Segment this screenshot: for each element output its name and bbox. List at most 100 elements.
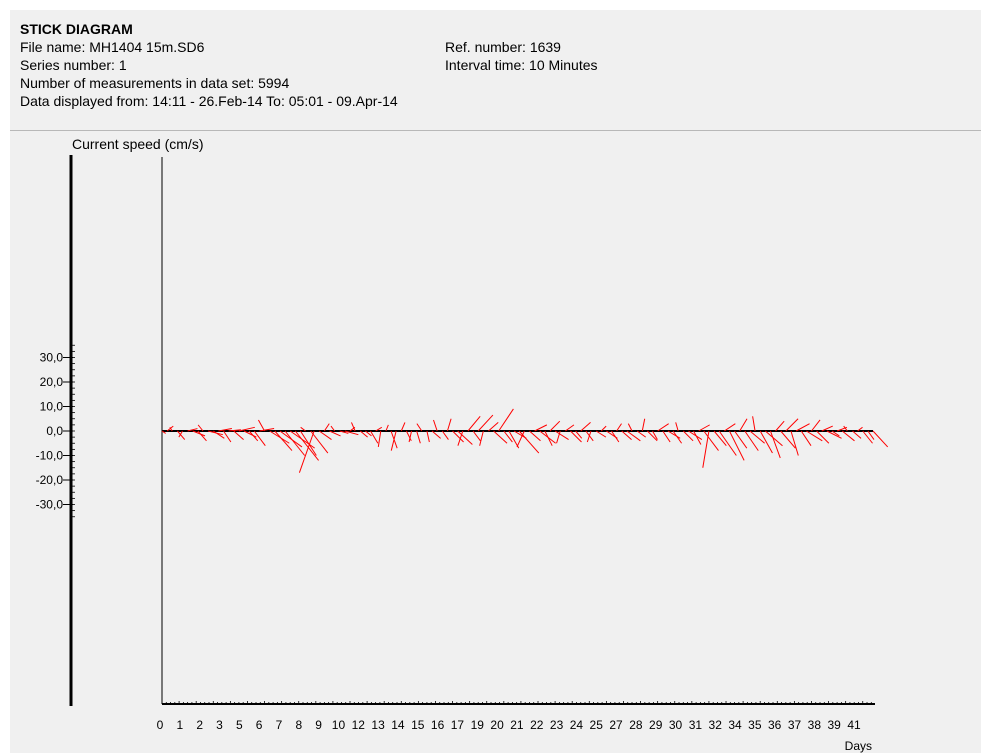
x-tick-label: 1 (176, 718, 183, 732)
current-stick (377, 430, 382, 448)
current-stick (627, 423, 633, 432)
current-stick (446, 418, 452, 432)
current-stick (472, 430, 481, 442)
measurements-count-label: Number of measurements in data set: 5994 (20, 75, 290, 91)
current-stick (769, 430, 781, 459)
display-range-label: Data displayed from: 14:11 - 26.Feb-14 T… (20, 93, 398, 109)
current-stick (300, 430, 317, 456)
y-tick-label: 30,0 (40, 351, 64, 365)
x-tick-label: 27 (609, 718, 623, 732)
current-stick (330, 425, 336, 432)
current-stick (565, 424, 575, 432)
chart-title: STICK DIAGRAM (20, 21, 133, 37)
current-stick (300, 426, 306, 432)
current-stick (739, 418, 748, 432)
x-tick-label: 34 (728, 718, 742, 732)
x-tick-label: 19 (471, 718, 485, 732)
current-stick (405, 430, 412, 442)
x-tick-label: 39 (827, 718, 841, 732)
y-axis-title: Current speed (cm/s) (72, 136, 203, 152)
current-stick (253, 430, 266, 447)
current-stick (274, 430, 293, 451)
current-stick (479, 430, 484, 446)
current-stick (713, 430, 727, 447)
current-stick (431, 430, 441, 439)
current-stick (233, 430, 244, 440)
current-stick (703, 430, 719, 451)
x-tick-label: 32 (709, 718, 723, 732)
current-stick (534, 424, 548, 432)
current-stick (238, 426, 255, 432)
current-stick (831, 430, 840, 437)
current-stick (688, 430, 703, 440)
current-stick (718, 430, 737, 456)
current-stick (344, 430, 359, 436)
current-stick (365, 430, 372, 437)
x-tick-label: 31 (689, 718, 703, 732)
current-stick (790, 430, 799, 456)
current-stick (441, 430, 449, 440)
x-tick-label: 22 (530, 718, 544, 732)
current-stick (780, 430, 796, 449)
current-stick (433, 419, 438, 432)
current-stick (785, 418, 799, 432)
current-stick (259, 428, 275, 432)
current-stick (693, 430, 702, 445)
current-stick (816, 430, 830, 444)
x-tick-label: 38 (808, 718, 822, 732)
current-stick (826, 430, 842, 439)
current-stick (580, 422, 591, 432)
current-stick (698, 424, 710, 432)
current-stick (728, 430, 745, 461)
x-tick-label: 25 (590, 718, 604, 732)
x-tick-label: 5 (236, 718, 243, 732)
x-tick-label: 23 (550, 718, 564, 732)
x-tick-label: 30 (669, 718, 683, 732)
current-stick (416, 430, 421, 444)
y-tick-label: 0,0 (46, 424, 63, 438)
current-stick (416, 423, 423, 432)
current-stick (843, 425, 848, 432)
x-tick-label: 10 (332, 718, 346, 732)
file-name-label: File name: MH1404 15m.SD6 (20, 39, 205, 55)
y-tick-label: 10,0 (40, 400, 64, 414)
current-stick (652, 430, 658, 440)
x-tick-label: 15 (411, 718, 425, 732)
current-stick (298, 430, 315, 473)
x-axis-title: Days (845, 739, 872, 753)
x-tick-label: 20 (490, 718, 504, 732)
chart-frame: STICK DIAGRAM File name: MH1404 15m.SD6 … (10, 10, 981, 753)
current-stick (675, 422, 679, 432)
current-stick (477, 414, 494, 432)
current-stick (575, 430, 583, 439)
current-stick (682, 430, 694, 442)
y-tick-label: -30,0 (36, 498, 64, 512)
current-stick (457, 430, 473, 445)
x-tick-label: 12 (352, 718, 366, 732)
current-stick (248, 430, 259, 442)
current-stick (636, 430, 647, 438)
current-stick (284, 430, 306, 456)
x-tick-label: 0 (157, 718, 164, 732)
x-tick-label: 36 (768, 718, 782, 732)
current-stick (310, 430, 329, 454)
header-divider (10, 130, 981, 131)
current-stick (223, 430, 232, 443)
current-stick (359, 430, 368, 438)
current-stick (600, 425, 607, 432)
x-tick-label: 24 (570, 718, 584, 732)
current-stick (518, 430, 540, 454)
current-stick (556, 430, 561, 444)
current-stick (218, 428, 232, 432)
current-stick (197, 424, 204, 432)
current-stick (212, 430, 225, 439)
current-stick (452, 430, 464, 443)
current-stick (626, 430, 641, 442)
x-tick-label: 21 (510, 718, 524, 732)
current-stick (744, 430, 759, 451)
current-stick (872, 430, 889, 448)
current-stick (323, 423, 330, 432)
current-stick (294, 430, 319, 461)
current-stick (852, 430, 862, 439)
